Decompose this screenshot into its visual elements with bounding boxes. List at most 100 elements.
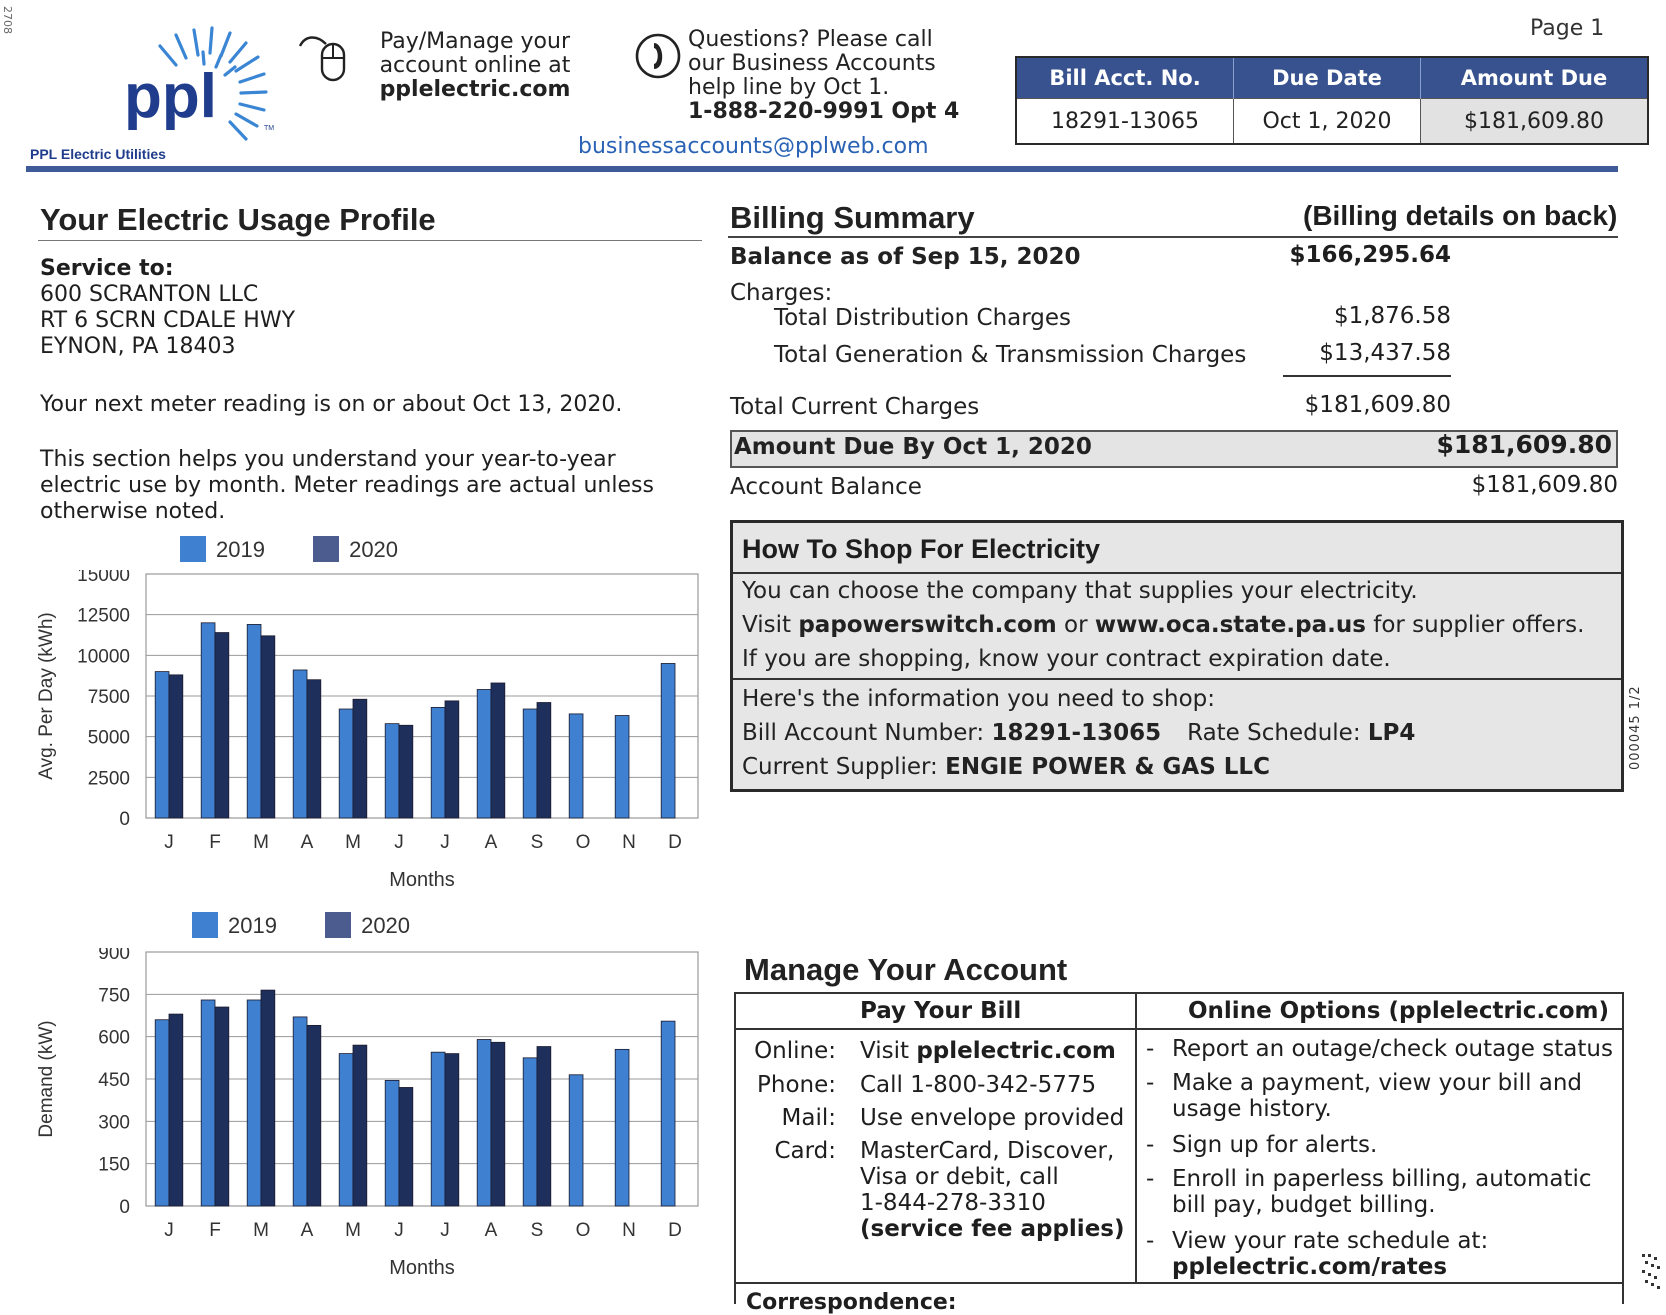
option-report-outage[interactable]: - Report an outage/check outage status [1146, 1036, 1613, 1062]
mouse-icon [298, 36, 346, 82]
service-address-line-3: EYNON, PA 18403 [40, 334, 236, 359]
pay-line-1: Pay/Manage your [379, 29, 571, 54]
bar-2020-7 [490, 1041, 506, 1207]
y-tick-label: 600 [98, 1028, 130, 1049]
manage-account-title: Manage Your Account [744, 952, 1068, 987]
bar-2019-10 [614, 1048, 630, 1207]
business-phone[interactable]: 1-888-220-9991 Opt 4 [688, 99, 960, 124]
online-value: Visit pplelectric.com [860, 1038, 1140, 1064]
manage-account-table [734, 992, 1624, 1304]
y-axis-label: Demand (kW) [36, 1020, 57, 1137]
billing-details-note: (Billing details on back) [1303, 200, 1618, 231]
x-tick-label: F [209, 1220, 221, 1241]
amount-due-highlight [730, 430, 1618, 468]
bar-2019-5 [384, 723, 400, 819]
bar-2020-4 [352, 698, 368, 819]
bar-2020-5 [398, 1087, 414, 1207]
papowerswitch-link[interactable]: papowerswitch.com [798, 612, 1057, 638]
bar-2019-9 [568, 1074, 584, 1207]
account-summary-table: Bill Acct. No. Due Date Amount Due 18291… [1015, 56, 1649, 145]
service-to-label: Service to: [40, 256, 174, 281]
bar-2019-11 [660, 1020, 676, 1207]
phone-value[interactable]: Call 1-800-342-5775 [860, 1072, 1097, 1098]
shop-divider-1 [733, 572, 1621, 574]
legend-swatch-2019 [180, 536, 206, 562]
ppl-logo: ppl TM [124, 26, 274, 141]
amount-due-by-value: $181,609.80 [1436, 430, 1612, 459]
amount-due-value: $181,609.80 [1420, 98, 1649, 144]
bar-2020-6 [444, 700, 460, 819]
x-tick-label: N [622, 832, 636, 853]
legend-swatch-2019 [192, 912, 218, 938]
questions-line-2: our Business Accounts [688, 51, 936, 76]
bar-2020-0 [168, 1013, 184, 1207]
sum-rule [1283, 375, 1451, 377]
x-tick-label: A [301, 832, 314, 853]
legend-swatch-2020 [313, 536, 340, 562]
x-tick-label: M [253, 1220, 269, 1241]
mail-value: Use envelope provided [860, 1105, 1125, 1131]
usage-explanation: This section helps you understand your y… [40, 447, 700, 525]
y-tick-label: 10000 [77, 646, 130, 667]
scan-mark: 2708 [1, 6, 14, 34]
option-paperless[interactable]: - Enroll in paperless billing, automatic b… [1146, 1166, 1592, 1218]
option-make-payment[interactable]: - Make a payment, view your bill and usage… [1146, 1070, 1583, 1122]
x-tick-label: D [668, 832, 682, 853]
bar-2020-2 [260, 635, 276, 819]
bar-2020-3 [306, 1024, 322, 1207]
shop-or-text: or [1056, 612, 1095, 638]
x-axis-label: Months [389, 1257, 455, 1279]
y-tick-label: 750 [98, 985, 130, 1006]
option-alerts[interactable]: - Sign up for alerts. [1146, 1132, 1378, 1158]
shop-line-2: Visit papowerswitch.com or www.oca.state… [742, 612, 1584, 638]
card-phone[interactable]: 1-844-278-3310 [860, 1190, 1046, 1216]
shop-acct-label: Bill Account Number: [742, 720, 992, 746]
explanation-line-3: otherwise noted. [40, 499, 226, 524]
y-tick-label: 150 [98, 1155, 130, 1176]
bar-2019-5 [384, 1080, 400, 1207]
online-visit-text: Visit [860, 1038, 917, 1064]
demand-chart: 0 150 300 450 600 750 900 J F M A M J J A S O N D Months Dem… [30, 943, 710, 1288]
rates-link[interactable]: pplelectric.com/rates [1172, 1254, 1448, 1280]
x-tick-label: J [440, 832, 450, 853]
page-number: Page 1 [1530, 16, 1605, 41]
supplier-value: ENGIE POWER & GAS LLC [945, 754, 1270, 780]
x-tick-label: D [668, 1220, 682, 1241]
pplelectric-link[interactable]: pplelectric.com [916, 1038, 1116, 1064]
bar-2019-2 [246, 999, 262, 1207]
amount-due-header: Amount Due [1420, 57, 1649, 99]
bar-2019-1 [200, 622, 216, 819]
business-email[interactable]: businessaccounts@pplweb.com [578, 134, 929, 159]
shop-supplier-line: Current Supplier: ENGIE POWER & GAS LLC [742, 754, 1270, 780]
shop-electricity-title: How To Shop For Electricity [742, 534, 1101, 564]
usage-chart-svg: 0 2500 5000 7500 10000 12500 15000 J F M A M J J A S O N D… [36, 565, 699, 891]
demand-chart-svg: 0 150 300 450 600 750 900 J F M A M J J A S O N D Months Dem… [36, 943, 699, 1279]
x-tick-label: M [345, 1220, 361, 1241]
x-tick-label: S [531, 832, 544, 853]
bar-2019-3 [292, 1016, 308, 1207]
y-tick-label: 450 [98, 1070, 130, 1091]
pay-site-link[interactable]: pplelectric.com [379, 77, 571, 102]
document-code: 000045 1/2 [1628, 685, 1643, 770]
pay-bill-header: Pay Your Bill [860, 998, 1022, 1024]
bar-2020-5 [398, 724, 414, 819]
bar-2019-8 [522, 708, 538, 819]
bar-2019-1 [200, 999, 216, 1207]
bar-2020-8 [536, 702, 552, 819]
x-tick-label: J [164, 1220, 174, 1241]
bar-2020-0 [168, 674, 184, 819]
oca-link[interactable]: www.oca.state.pa.us [1094, 612, 1366, 638]
option-rate-schedule[interactable]: - View your rate schedule at: pplelectric.… [1146, 1228, 1616, 1280]
card-label: Card: [774, 1138, 836, 1164]
y-tick-label: 5000 [88, 728, 130, 749]
manage-header-divider [734, 1028, 1624, 1030]
card-line-1: MasterCard, Discover, [860, 1138, 1115, 1164]
x-tick-label: S [531, 1220, 544, 1241]
total-current-charges-value: $181,609.80 [1304, 392, 1451, 418]
bar-2020-2 [260, 989, 276, 1207]
account-balance-value: $181,609.80 [1471, 472, 1618, 498]
bar-2020-6 [444, 1053, 460, 1207]
usage-chart: 0 2500 5000 7500 10000 12500 15000 J F M A M J J A S O N D… [30, 565, 710, 904]
usage-chart-legend: 2019 2020 [180, 536, 422, 563]
y-tick-label: 2500 [88, 768, 130, 789]
